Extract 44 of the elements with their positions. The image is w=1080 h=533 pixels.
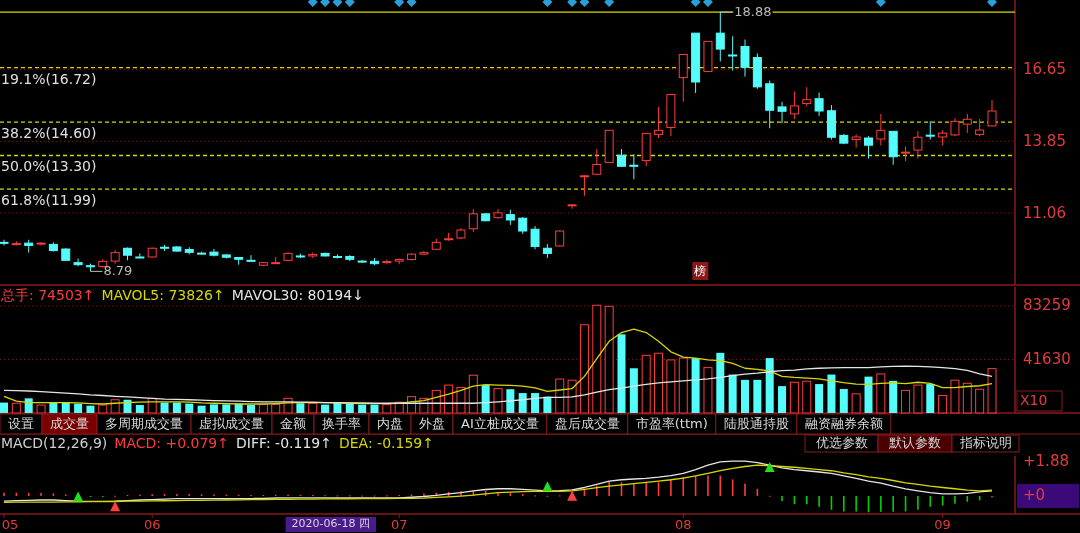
ref-line-label: 19.1%(16.72) <box>1 70 97 87</box>
ref-line-label: 50.0%(13.30) <box>1 158 97 175</box>
text: 总手: 74503↑ <box>0 287 95 303</box>
text: 优选参数 <box>815 435 868 450</box>
text: 内盘 <box>377 415 403 431</box>
y-tick-label: +1.88 <box>1023 451 1069 470</box>
text: 换手率 <box>322 415 361 431</box>
text: 2020-06-18 四 <box>291 517 370 530</box>
y-tick-label: 13.85 <box>1023 131 1066 150</box>
x-tick-label: 07 <box>390 517 408 532</box>
text: 多周期成交量 <box>105 415 183 431</box>
x-tick-label: 05 <box>1 517 19 532</box>
x-tick-label: 08 <box>674 517 692 532</box>
text: AI立桩成交量 <box>461 415 539 431</box>
text: 市盈率(ttm) <box>635 415 708 431</box>
text: 盘后成交量 <box>554 415 620 431</box>
y-tick-label: 11.06 <box>1023 203 1066 222</box>
ref-line-label: 61.8%(11.99) <box>1 192 97 209</box>
text: X10 <box>1020 392 1048 408</box>
text: DIFF: -0.119↑ <box>236 435 332 451</box>
annotation: 18.88 <box>734 3 772 19</box>
text: 默认参数 <box>888 435 941 450</box>
text: MAVOL30: 80194↓ <box>231 287 364 303</box>
text: MACD: +0.079↑ <box>114 435 230 451</box>
y-tick-label: +0 <box>1023 486 1046 505</box>
y-tick-label: 41630 <box>1023 349 1071 368</box>
text: MAVOL5: 73826↑ <box>101 287 225 303</box>
annotation: 8.79 <box>103 262 133 278</box>
y-tick-label: 16.65 <box>1023 59 1066 78</box>
text: 设置 <box>8 415 34 431</box>
text: DEA: -0.159↑ <box>338 435 434 451</box>
text: 指标说明 <box>958 435 1012 450</box>
chart-title: MACD(12,26,9) <box>1 435 108 451</box>
annotation: 榜 <box>694 263 707 278</box>
x-tick-label: 09 <box>934 517 951 532</box>
ref-line-label: 38.2%(14.60) <box>1 125 97 142</box>
text: 融资融券余额 <box>804 415 883 431</box>
text: 金额 <box>280 415 306 431</box>
text: 陆股通持股 <box>723 415 789 431</box>
text: 成交量 <box>50 415 89 431</box>
text: 虚拟成交量 <box>199 415 264 431</box>
text: 外盘 <box>419 415 445 431</box>
x-tick-label: 06 <box>143 517 161 532</box>
y-tick-label: 83259 <box>1023 296 1071 315</box>
